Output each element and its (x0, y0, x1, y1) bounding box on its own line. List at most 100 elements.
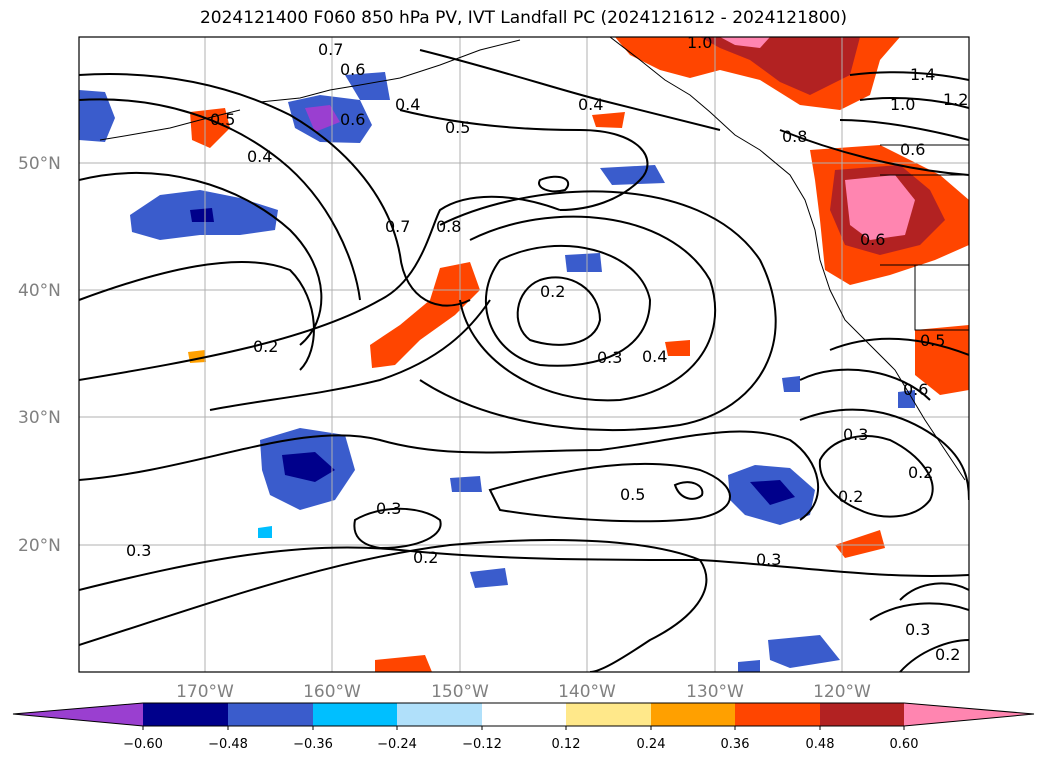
shade-ne-pacific-small (592, 112, 625, 128)
colorbar-extend-low (13, 703, 143, 726)
lon-label-120w: 120°W (813, 682, 871, 702)
contour-label: 0.6 (340, 110, 365, 129)
contour-label: 0.3 (376, 499, 401, 518)
shade-light-sw (258, 526, 272, 538)
positive-pv-shading (188, 37, 969, 672)
gridlines (79, 37, 969, 672)
shade-nw-blob-core (190, 208, 214, 222)
contour-label: 0.6 (340, 60, 365, 79)
map-frame-background (79, 37, 969, 672)
contour-label: 0.2 (413, 548, 438, 567)
shade-pacific-nw-peak (845, 175, 915, 240)
shade-south-small (470, 568, 508, 588)
colorbar-segment (313, 703, 397, 726)
colorbar-segment (397, 703, 482, 726)
contour-label: 0.2 (540, 282, 565, 301)
negative-pv-shading (79, 72, 915, 672)
contour-label: 0.7 (318, 40, 343, 59)
contour-label: 0.2 (838, 487, 863, 506)
lon-label-170w: 170°W (176, 682, 234, 702)
colorbar-tick-label: 0.24 (637, 737, 666, 752)
colorbar-tick-label: −0.48 (208, 737, 248, 752)
shade-central-band (370, 262, 480, 368)
colorbar-segment (820, 703, 904, 726)
colorbar-extend-high (904, 703, 1034, 726)
shade-hawaii-small (450, 476, 482, 492)
contour-label: 0.3 (756, 550, 781, 569)
contour-label: 0.2 (935, 645, 960, 664)
contour-label: 0.4 (395, 95, 420, 114)
contour-label: 0.6 (860, 230, 885, 249)
longitude-labels: 170°W 160°W 150°W 140°W 130°W 120°W (176, 682, 871, 702)
contour-label: 0.5 (210, 110, 235, 129)
lat-label-50n: 50°N (18, 154, 61, 174)
lon-label-130w: 130°W (686, 682, 744, 702)
contour-label: 0.5 (620, 485, 645, 504)
lon-label-160w: 160°W (303, 682, 361, 702)
shade-west-aleutian (79, 90, 115, 142)
colorbar-tick-label: 0.36 (721, 737, 750, 752)
shade-hawaii-w-core (282, 452, 335, 482)
map-content: 0.7 0.6 0.6 0.5 0.4 0.5 0.4 0.4 0.7 0.8 … (79, 33, 969, 672)
contour-label: 0.4 (578, 95, 603, 114)
pv-contours (79, 49, 969, 672)
shade-hawaii-south (375, 655, 432, 672)
shade-mid-ne (565, 253, 602, 272)
contour-label: 0.5 (920, 331, 945, 350)
contour-label: 1.0 (890, 95, 915, 114)
colorbar-segment (651, 703, 735, 726)
shade-mexico-tiny (898, 390, 915, 408)
colorbar-tick-label: −0.24 (377, 737, 417, 752)
lat-label-20n: 20°N (18, 536, 61, 556)
contour-label: 1.0 (687, 33, 712, 52)
colorbar-segment (143, 703, 228, 726)
colorbar-ticks (142, 726, 905, 730)
colorbar-tick-label: −0.12 (462, 737, 502, 752)
colorbar-tick-label: −0.36 (293, 737, 333, 752)
contour-label: 1.4 (910, 65, 935, 84)
contour-label: 0.3 (126, 541, 151, 560)
shade-bering-core (305, 105, 340, 132)
lat-label-40n: 40°N (18, 281, 61, 301)
colorbar-tick-label: −0.60 (123, 737, 163, 752)
contour-label: 0.6 (900, 140, 925, 159)
map-title: 2024121400 F060 850 hPa PV, IVT Landfall… (199, 8, 847, 28)
contour-label: 0.6 (903, 380, 928, 399)
contour-label: 0.4 (247, 147, 272, 166)
shade-sw-small (738, 660, 760, 672)
shade-aleutian (190, 108, 230, 148)
shade-south-east (768, 635, 840, 668)
contour-label: 0.3 (597, 348, 622, 367)
contour-label: 0.3 (905, 620, 930, 639)
contour-label: 0.2 (253, 337, 278, 356)
shade-sc-small (782, 376, 800, 392)
latitude-labels: 50°N 40°N 30°N 20°N (18, 154, 61, 556)
contour-label: 0.8 (782, 127, 807, 146)
colorbar-segment (735, 703, 820, 726)
colorbar: −0.60 −0.48 −0.36 −0.24 −0.12 0.12 0.24 … (12, 702, 1035, 752)
contour-label: 0.3 (843, 425, 868, 444)
shade-n-small-1 (345, 72, 390, 100)
lon-label-150w: 150°W (431, 682, 489, 702)
shade-se-pacific-core (750, 480, 795, 505)
colorbar-segment (482, 703, 566, 726)
contour-label: 0.7 (385, 217, 410, 236)
map-border (78, 36, 970, 673)
colorbar-segment (228, 703, 313, 726)
shade-alaska-peak (720, 37, 770, 48)
colorbar-tick-label: 0.48 (806, 737, 835, 752)
colorbar-segment (566, 703, 651, 726)
contour-label: 0.8 (436, 217, 461, 236)
lon-label-140w: 140°W (558, 682, 616, 702)
contour-label: 1.2 (943, 90, 968, 109)
coastlines (99, 37, 969, 481)
shade-mid-small (665, 340, 690, 356)
shade-ne-small (600, 165, 665, 185)
lat-label-30n: 30°N (18, 408, 61, 428)
contour-label: 0.5 (445, 118, 470, 137)
contour-label: 0.4 (642, 347, 667, 366)
colorbar-tick-labels: −0.60 −0.48 −0.36 −0.24 −0.12 0.12 0.24 … (123, 737, 918, 752)
shade-alaska-core (700, 37, 860, 95)
colorbar-tick-label: 0.12 (552, 737, 581, 752)
